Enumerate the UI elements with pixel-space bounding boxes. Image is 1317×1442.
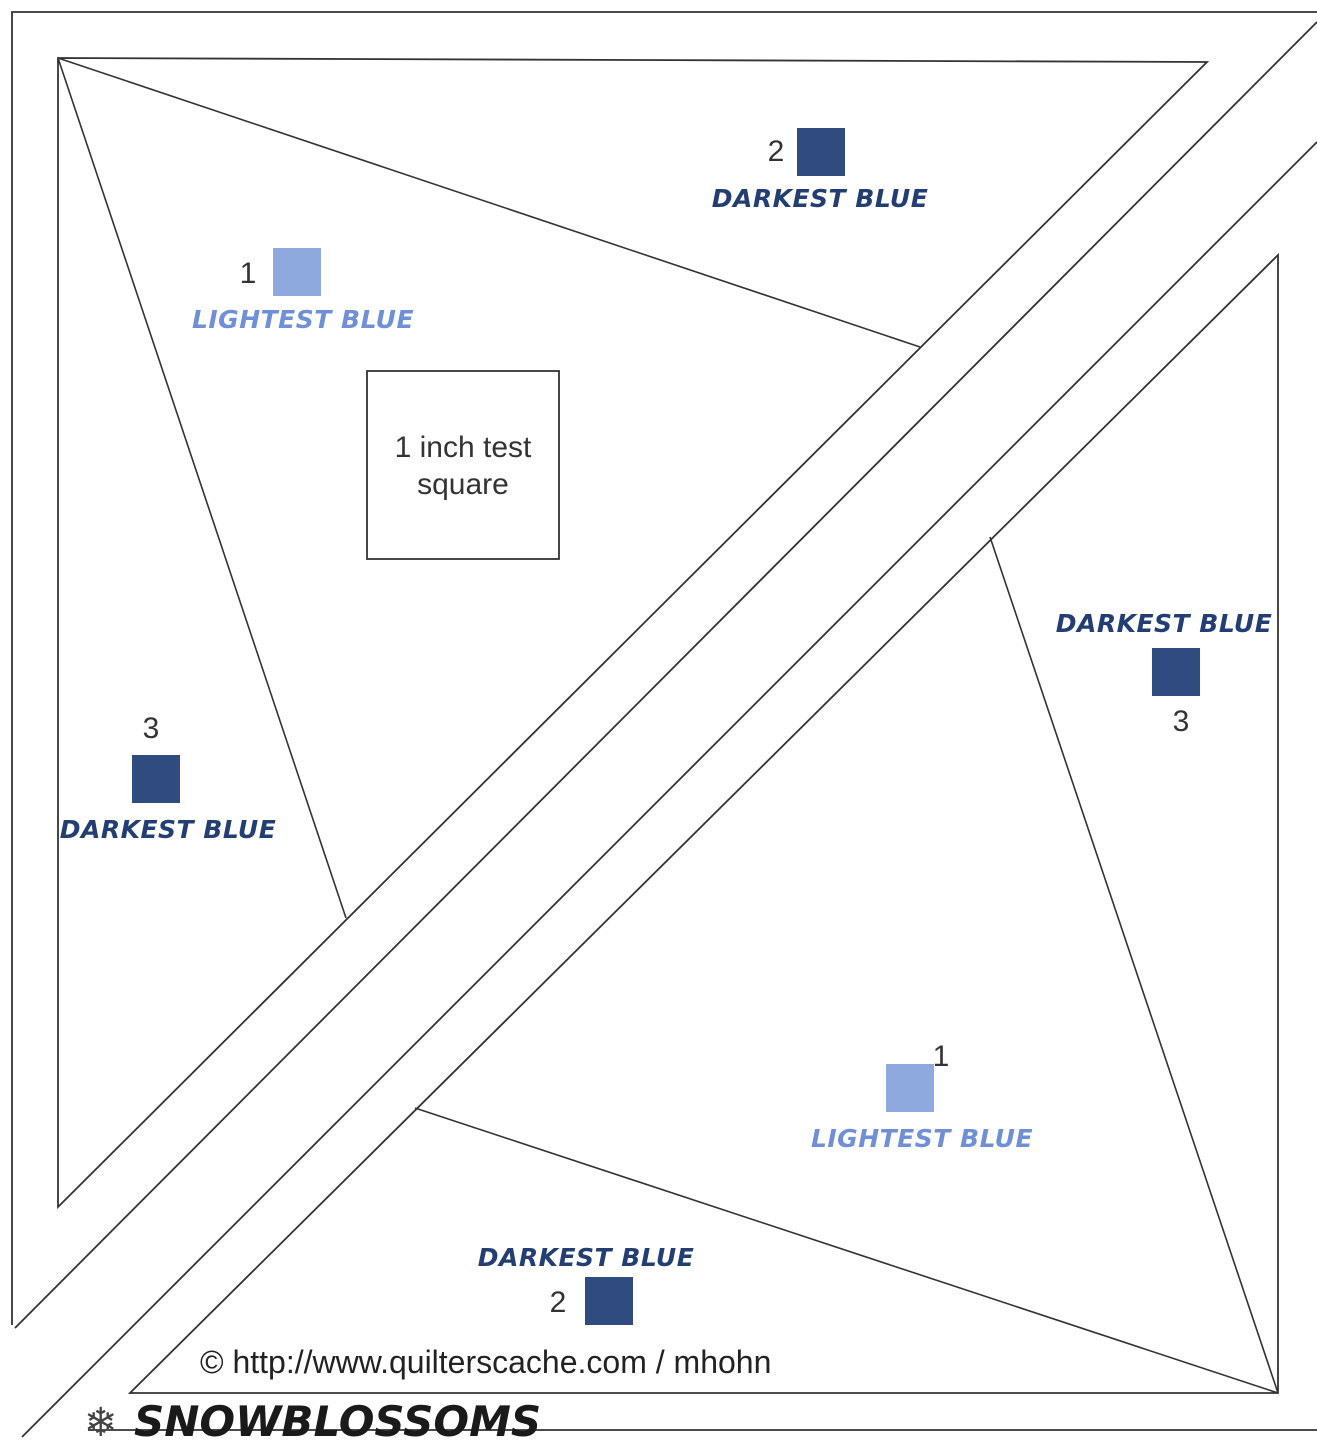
lower-right-triangle <box>127 252 1279 1394</box>
color-label-darkest: DARKEST BLUE <box>1056 609 1273 638</box>
diagonal-strip <box>14 21 1317 1438</box>
copyright-notice: © http://www.quilterscache.com / mhohn <box>200 1344 771 1380</box>
piece-number: 3 <box>143 712 160 745</box>
color-label-darkest: DARKEST BLUE <box>712 184 929 213</box>
color-label-lightest: LIGHTEST BLUE <box>192 305 414 334</box>
piece-number: 1 <box>240 257 257 290</box>
piece-label-2-lower: DARKEST BLUE 2 <box>478 1243 695 1325</box>
lower-right-piece-divider-2 <box>414 1107 1279 1394</box>
piece-label-3-left: 3 DARKEST BLUE <box>60 712 277 844</box>
piece-number: 2 <box>550 1286 567 1319</box>
test-square-line1: 1 inch test <box>395 431 532 464</box>
color-label-darkest: DARKEST BLUE <box>60 815 277 844</box>
test-square-box <box>366 370 560 560</box>
snowflake-icon: ❄ <box>84 1400 118 1442</box>
piece-label-2-upper: 2 DARKEST BLUE <box>712 128 929 213</box>
test-square-line2: square <box>417 468 509 501</box>
lower-right-piece-divider <box>989 536 1279 1394</box>
color-swatch-darkest <box>797 128 845 176</box>
brand: ❄ SNOWBLOSSOMS <box>84 1397 541 1442</box>
diagonal-line-2 <box>21 141 1317 1438</box>
upper-left-piece-divider <box>57 57 347 919</box>
color-swatch-darkest <box>132 755 180 803</box>
test-square: 1 inch test square <box>366 370 560 560</box>
color-swatch-darkest <box>1152 648 1200 696</box>
piece-label-1-lower: 1 LIGHTEST BLUE <box>811 1040 1033 1153</box>
upper-left-triangle <box>57 57 1210 1210</box>
outer-frame <box>11 11 1317 1431</box>
piece-number: 2 <box>768 135 785 168</box>
color-label-darkest: DARKEST BLUE <box>478 1243 695 1272</box>
piece-label-1-upper: 1 LIGHTEST BLUE <box>192 248 414 334</box>
color-swatch-lightest <box>886 1064 934 1112</box>
piece-number: 1 <box>933 1040 950 1073</box>
upper-left-piece-divider-2 <box>57 57 921 348</box>
outer-frame-top-left <box>11 11 1317 1325</box>
diagonal-line-1 <box>14 21 1317 1329</box>
piece-number: 3 <box>1173 705 1190 738</box>
color-swatch-lightest <box>273 248 321 296</box>
brand-name: SNOWBLOSSOMS <box>134 1397 541 1442</box>
piece-label-3-right: DARKEST BLUE 3 <box>1056 609 1273 738</box>
color-swatch-darkest <box>585 1277 633 1325</box>
color-label-lightest: LIGHTEST BLUE <box>811 1124 1033 1153</box>
